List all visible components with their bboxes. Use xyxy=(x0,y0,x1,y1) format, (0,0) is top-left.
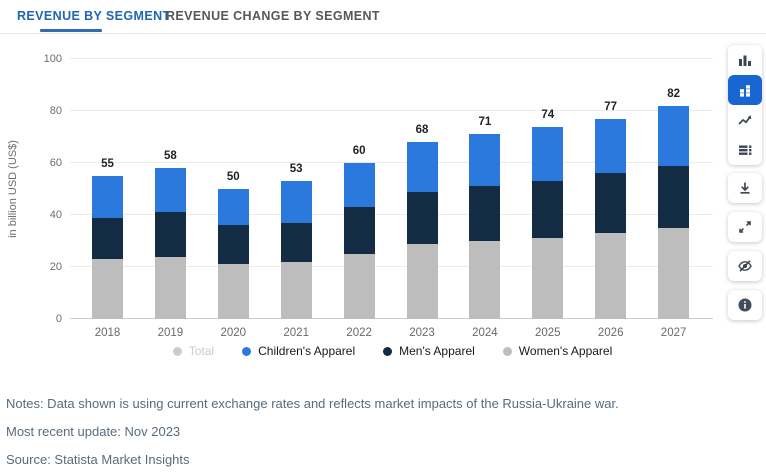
bar-total-label: 58 xyxy=(163,150,177,163)
legend-dot xyxy=(383,346,393,356)
bar-segment[interactable] xyxy=(217,225,249,265)
bar-segment[interactable] xyxy=(532,126,564,182)
active-tab-underline xyxy=(40,29,102,32)
info-button[interactable] xyxy=(728,290,762,320)
eye-off-icon[interactable] xyxy=(728,251,762,281)
bar-segment[interactable] xyxy=(154,212,186,257)
bar-total-label: 82 xyxy=(667,87,680,100)
bar-segment[interactable] xyxy=(406,243,438,319)
bar-segment[interactable] xyxy=(658,165,690,228)
expand-button[interactable] xyxy=(728,212,762,242)
column-chart-icon[interactable] xyxy=(728,45,762,75)
x-tick-label: 2027 xyxy=(660,327,687,339)
legend-label: Total xyxy=(188,344,215,358)
bar-segment[interactable] xyxy=(154,256,186,319)
legend-dot xyxy=(172,346,182,356)
bar-total-label: 77 xyxy=(604,100,618,113)
gridline-40 xyxy=(70,214,713,215)
bar-segment[interactable] xyxy=(469,186,501,241)
bar-segment[interactable] xyxy=(92,176,123,218)
bar-segment[interactable] xyxy=(343,207,375,254)
tab-revenue-by-segment[interactable]: REVENUE BY SEGMENT xyxy=(17,9,171,23)
bar-segment[interactable] xyxy=(406,142,438,192)
x-tick-label: 2026 xyxy=(597,327,624,339)
bar-segment[interactable] xyxy=(343,163,375,208)
bar-segment[interactable] xyxy=(658,105,690,166)
legend-dot xyxy=(242,346,252,356)
x-tick-label: 2024 xyxy=(472,327,498,339)
notes-text: Notes: Data shown is using current excha… xyxy=(6,396,619,411)
gridline-20 xyxy=(70,266,713,267)
data-table-icon[interactable] xyxy=(728,135,762,165)
download-button[interactable] xyxy=(728,173,762,203)
x-tick-label: 2023 xyxy=(409,327,435,339)
expand-icon[interactable] xyxy=(728,212,762,242)
bar-segment[interactable] xyxy=(532,238,564,319)
gridline-60 xyxy=(70,162,713,163)
bar-segment[interactable] xyxy=(595,173,627,234)
chart-legend: Total Children's Apparel Men's Apparel Wome… xyxy=(70,344,715,358)
tab-revenue-change-by-segment[interactable]: REVENUE CHANGE BY SEGMENT xyxy=(166,9,380,23)
x-tick-label: 2021 xyxy=(283,327,309,339)
gridline-100 xyxy=(70,58,713,59)
y-tick-label: 0 xyxy=(55,313,62,325)
hide-button[interactable] xyxy=(728,251,762,281)
x-tick-label: 2022 xyxy=(346,327,372,339)
bar-segment[interactable] xyxy=(595,118,627,174)
stacked-column-chart-icon[interactable] xyxy=(728,75,762,105)
legend-label: Women's Apparel xyxy=(518,344,613,358)
legend-label: Children's Apparel xyxy=(258,344,356,358)
bar-segment[interactable] xyxy=(217,264,249,319)
update-text: Most recent update: Nov 2023 xyxy=(6,424,181,439)
plot-area: 0 20 40 60 80 100 55 2018 58 2019 50 2020 53 2021 60 20… xyxy=(44,53,713,339)
bar-segment[interactable] xyxy=(595,233,627,319)
bar-total-label: 68 xyxy=(415,124,429,137)
legend-item[interactable]: Men's Apparel xyxy=(383,344,475,358)
bar-total-label: 74 xyxy=(541,108,555,121)
y-tick-label: 20 xyxy=(49,261,62,273)
bar-segment[interactable] xyxy=(406,191,438,244)
line-chart-icon[interactable] xyxy=(728,105,762,135)
bar-segment[interactable] xyxy=(469,241,501,319)
gridline-80 xyxy=(70,110,713,111)
download-icon[interactable] xyxy=(728,173,762,203)
chart-type-toolbar xyxy=(728,45,762,165)
source-text: Source: Statista Market Insights xyxy=(6,452,190,467)
bar-total-label: 60 xyxy=(352,145,366,157)
bar-total-label: 71 xyxy=(478,116,492,129)
bar-segment[interactable] xyxy=(469,134,501,187)
bar-total-label: 55 xyxy=(101,158,114,170)
bar-segment[interactable] xyxy=(280,181,312,223)
legend-dot xyxy=(502,346,512,356)
x-tick-label: 2020 xyxy=(220,327,247,339)
legend-label: Men's Apparel xyxy=(399,344,475,358)
tab-bar: REVENUE BY SEGMENT REVENUE CHANGE BY SEG… xyxy=(0,0,766,34)
bar-segment[interactable] xyxy=(217,189,249,226)
y-axis-title: in billion USD (US$) xyxy=(7,140,19,238)
legend-item[interactable]: Children's Apparel xyxy=(242,344,355,358)
y-tick-label: 60 xyxy=(49,157,62,169)
bar-segment[interactable] xyxy=(343,254,375,319)
info-icon[interactable] xyxy=(728,290,762,320)
bar-segment[interactable] xyxy=(154,168,186,213)
y-tick-label: 100 xyxy=(43,53,62,65)
bar-segment[interactable] xyxy=(532,181,564,239)
x-tick-label: 2019 xyxy=(157,327,184,339)
bar-segment[interactable] xyxy=(658,228,690,319)
x-tick-label: 2018 xyxy=(94,327,121,339)
bar-total-label: 50 xyxy=(226,171,240,183)
gridline-0 xyxy=(70,318,713,319)
bar-segment[interactable] xyxy=(92,217,123,260)
legend-item[interactable]: Women's Apparel xyxy=(502,344,613,358)
bar-segment[interactable] xyxy=(280,222,312,262)
bar-total-label: 53 xyxy=(289,163,303,176)
bar-segment[interactable] xyxy=(280,261,312,319)
bar-segment[interactable] xyxy=(92,259,123,319)
legend-item[interactable]: Total xyxy=(172,344,215,358)
y-tick-label: 80 xyxy=(49,105,62,117)
x-tick-label: 2025 xyxy=(535,327,561,339)
y-tick-label: 40 xyxy=(49,209,62,221)
